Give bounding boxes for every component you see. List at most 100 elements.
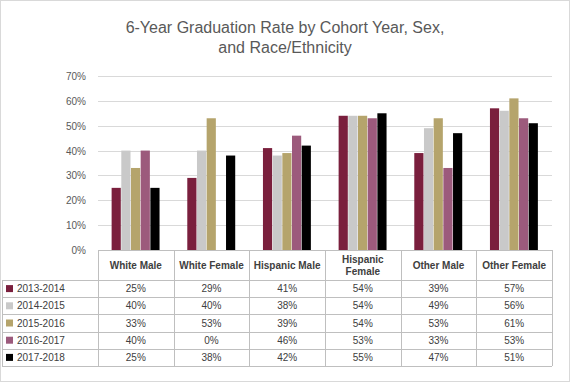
table-value: 38% [277, 300, 297, 311]
bar [424, 128, 433, 250]
table-value: 51% [504, 352, 524, 363]
bar [112, 188, 121, 250]
y-tick-label: 70% [66, 71, 86, 82]
bar [509, 98, 518, 250]
bar [131, 168, 140, 250]
text-line: Hispanic [342, 254, 384, 265]
table-line [98, 250, 99, 366]
y-tick-label: 60% [66, 96, 86, 107]
legend-label: 2013-2014 [17, 283, 65, 294]
legend-label: 2015-2016 [17, 318, 65, 329]
legend-label: 2014-2015 [17, 300, 65, 311]
legend-swatch [6, 337, 13, 344]
bar [141, 151, 150, 250]
bar [377, 113, 386, 250]
text-line: Other Female [482, 260, 546, 271]
bar [453, 133, 462, 250]
bar [414, 153, 423, 250]
bar [226, 156, 235, 250]
table-value: 54% [353, 300, 373, 311]
bar [197, 151, 206, 250]
category-label: Other Female [482, 260, 546, 271]
table-line [249, 250, 250, 366]
y-tick-label: 20% [66, 195, 86, 206]
text-line: White Male [110, 260, 163, 271]
category-label: Other Male [413, 260, 465, 271]
bar [187, 178, 196, 250]
text-line: and Race/Ethnicity [218, 39, 351, 56]
text-line: 6-Year Graduation Rate by Cohort Year, S… [126, 19, 445, 36]
table-value: 40% [201, 300, 221, 311]
grid-line [98, 101, 552, 102]
category-label: HispanicFemale [342, 254, 384, 277]
table-line [476, 250, 477, 366]
text-line: Hispanic Male [254, 260, 321, 271]
frame [1, 1, 570, 382]
table-line [2, 349, 552, 350]
bar [368, 118, 377, 250]
table-line [552, 250, 553, 366]
bar [339, 116, 348, 250]
table-value: 53% [201, 318, 221, 329]
bar [263, 148, 272, 250]
bar [282, 153, 291, 250]
grid-line [98, 76, 552, 77]
table-value: 40% [126, 300, 146, 311]
table-value: 49% [428, 300, 448, 311]
table-value: 55% [353, 352, 373, 363]
bar [500, 111, 509, 250]
table-value: 53% [353, 335, 373, 346]
chart-title: 6-Year Graduation Rate by Cohort Year, S… [126, 19, 445, 56]
table-value: 61% [504, 318, 524, 329]
bar [358, 116, 367, 250]
table-value: 56% [504, 300, 524, 311]
category-label: White Female [179, 260, 244, 271]
table-line [325, 250, 326, 366]
table-value: 42% [277, 352, 297, 363]
table-value: 0% [204, 335, 219, 346]
bar [348, 116, 357, 250]
legend-swatch [6, 302, 13, 309]
table-value: 39% [428, 283, 448, 294]
text-line: Female [346, 266, 381, 277]
table-value: 47% [428, 352, 448, 363]
table-line [2, 280, 3, 366]
table-value: 38% [201, 352, 221, 363]
grid-line [98, 126, 552, 127]
category-label: Hispanic Male [254, 260, 321, 271]
table-value: 53% [428, 318, 448, 329]
text-line: Other Male [413, 260, 465, 271]
bar [273, 156, 282, 250]
bar [150, 188, 159, 250]
bar [490, 108, 499, 250]
bar [292, 136, 301, 250]
table-line [2, 332, 552, 333]
bar [302, 146, 311, 250]
legend-swatch [6, 354, 13, 361]
category-label: White Male [110, 260, 163, 271]
grid-line [98, 151, 552, 152]
legend-swatch [6, 285, 13, 292]
text-line: White Female [179, 260, 244, 271]
chart-root: 6-Year Graduation Rate by Cohort Year, S… [0, 0, 570, 382]
bars [112, 98, 538, 250]
table-line [174, 250, 175, 366]
table-value: 46% [277, 335, 297, 346]
table-value: 54% [353, 283, 373, 294]
legend-label: 2017-2018 [17, 352, 65, 363]
bar [519, 118, 528, 250]
bar [529, 123, 538, 250]
y-tick-label: 10% [66, 220, 86, 231]
grid-line [98, 200, 552, 201]
table-line [2, 366, 552, 367]
y-tick-label: 30% [66, 170, 86, 181]
table-value: 25% [126, 352, 146, 363]
bar [216, 250, 225, 251]
legend-swatch [6, 320, 13, 327]
table-value: 41% [277, 283, 297, 294]
table-line [2, 297, 552, 298]
table-line [2, 314, 552, 315]
table-value: 33% [428, 335, 448, 346]
bar [434, 118, 443, 250]
table-value: 54% [353, 318, 373, 329]
